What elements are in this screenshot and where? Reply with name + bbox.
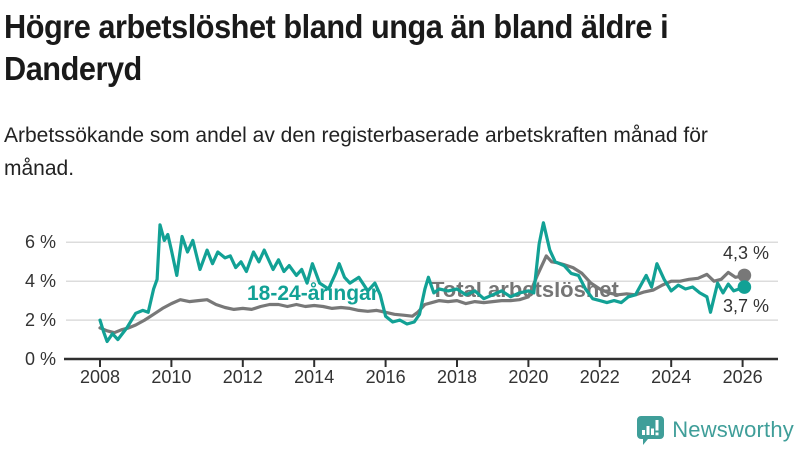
series-label-total: Total arbetslöshet <box>431 277 619 302</box>
y-axis-tick-label: 6 % <box>24 232 56 253</box>
series-line-18-24 <box>98 221 747 344</box>
end-value-label-total: 4,3 % <box>723 243 770 263</box>
chart-subtitle: Arbetssökande som andel av den registerb… <box>4 124 708 180</box>
y-axis-tick-label: 4 % <box>24 271 56 292</box>
x-axis-tick-label: 2022 <box>579 367 620 387</box>
x-axis-tick-label: 2008 <box>79 367 121 387</box>
x-axis-tick-label: 2012 <box>222 367 263 387</box>
y-axis-tick-label: 2 % <box>24 310 56 331</box>
end-marker-18-24 <box>737 280 752 294</box>
end-marker-total <box>737 268 752 283</box>
x-axis-tick-label: 2014 <box>294 367 335 387</box>
x-axis-tick-label: 2018 <box>436 367 478 387</box>
x-axis-tick-label: 2020 <box>508 367 549 387</box>
newsworthy-logo-icon <box>637 416 665 445</box>
x-axis-tick-label: 2010 <box>151 367 192 387</box>
newsworthy-branding: Newsworthy <box>635 414 794 445</box>
x-axis-tick-label: 2024 <box>651 367 692 387</box>
end-value-label-18-24: 3,7 % <box>723 296 770 316</box>
page-title: Högre arbetslöshet bland unga än bland ä… <box>4 8 669 88</box>
series-line-total <box>98 254 747 335</box>
y-axis-tick-label: 0 % <box>24 349 56 369</box>
x-axis-tick-label: 2026 <box>722 367 763 387</box>
newsworthy-logo-text: Newsworthy <box>672 416 794 442</box>
series-label-18-24: 18-24-åringar <box>247 282 379 305</box>
x-axis-tick-label: 2016 <box>365 367 406 387</box>
